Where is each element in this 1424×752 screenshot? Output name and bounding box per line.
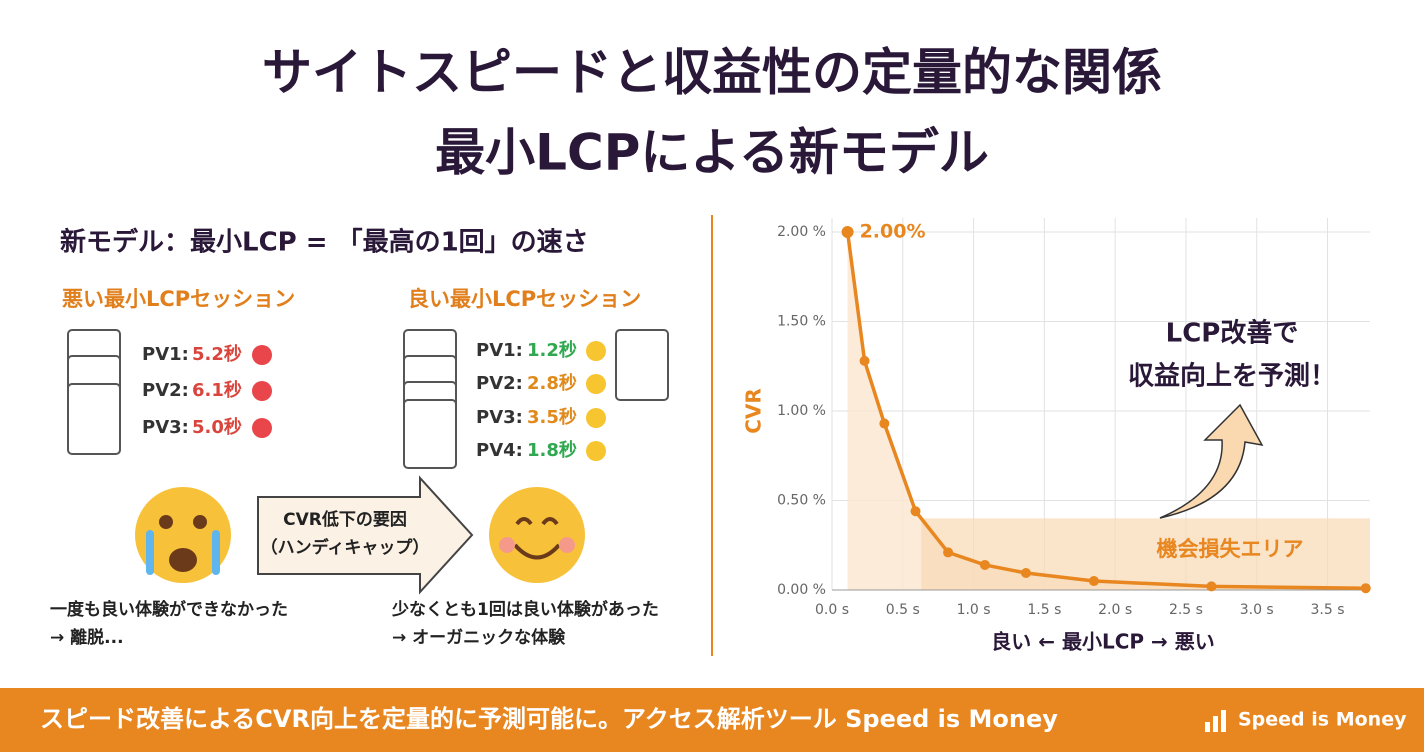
x-tick-label: 1.0 s (957, 602, 991, 618)
y-tick-label: 2.00 % (777, 224, 826, 240)
pv-label: PV2: (476, 373, 523, 394)
pv-time: 1.2秒 (527, 339, 577, 361)
bad-title: 悪い最小LCPセッション (62, 287, 295, 311)
good-rows: PV1: 1.2秒 PV2: 2.8秒 PV3: 3.5秒 PV4: 1.8秒 (476, 339, 606, 461)
point (910, 506, 921, 517)
y-tick-label: 0.00 % (777, 582, 826, 598)
point (979, 559, 990, 570)
caption: → オーガニックな体験 (392, 627, 566, 648)
footer-text: スピード改善によるCVR向上を定量的に予測可能に。アクセス解析ツール Speed… (40, 705, 1058, 733)
y-tick-label: 0.50 % (777, 493, 826, 509)
arrow-text: CVR低下の要因 (283, 509, 407, 530)
title: サイトスピードと収益性の定量的な関係 (262, 44, 1162, 102)
pv-time: 3.5秒 (527, 406, 577, 428)
point (943, 547, 954, 558)
point (1088, 576, 1099, 587)
pv-label: PV3: (142, 417, 189, 438)
arrow-box (257, 475, 474, 595)
pv-time: 2.8秒 (527, 372, 577, 394)
curve-area (847, 232, 1366, 590)
chart: 0.00 % 0.50 % 1.00 % 1.50 % 2.00 % 0.0 s 0.5 s… (742, 218, 1371, 654)
line (845, 231, 1366, 590)
caption: 少なくとも1回は良い体験があった (391, 599, 659, 620)
caption: → 離脱... (50, 627, 124, 648)
face-icons (135, 487, 585, 583)
subtitle: 最小LCPによる新モデル (435, 124, 989, 182)
point (841, 226, 854, 238)
x-tick-label: 3.0 s (1240, 602, 1274, 618)
point (1020, 567, 1031, 578)
y-tick-label: 1.00 % (777, 403, 826, 419)
pv-label: PV4: (476, 440, 523, 461)
pv-label: PV3: (476, 407, 523, 428)
x-axis-label: 良い ← 最小LCP → 悪い (991, 630, 1214, 654)
y-tick-label: 1.50 % (777, 314, 826, 330)
value-label: 2.00% (860, 221, 926, 243)
pv-label: PV1: (476, 340, 523, 361)
x-tick-label: 3.5 s (1311, 602, 1345, 618)
pv-label: PV2: (142, 380, 189, 401)
point (879, 418, 890, 429)
good-title: 良い最小LCPセッション (408, 287, 641, 311)
pv-time: 5.0秒 (192, 416, 242, 438)
point (1206, 581, 1217, 592)
caption: 一度も良い体験ができなかった (50, 599, 288, 620)
pv-time: 5.2秒 (192, 343, 242, 365)
arrow-text: （ハンディキャップ） (261, 537, 430, 558)
up-arrow (1159, 403, 1264, 519)
x-tick-label: 0.0 s (815, 602, 849, 618)
x-tick-label: 2.5 s (1169, 602, 1203, 618)
pv-label: PV1: (142, 344, 189, 365)
annotation: 収益向上を予測！ (1128, 361, 1336, 392)
footer-logo: Speed is Money (1238, 709, 1407, 731)
annotation: LCP改善で (1166, 318, 1299, 349)
pv-time: 1.8秒 (527, 439, 577, 461)
x-tick-label: 2.0 s (1098, 602, 1132, 618)
point (1360, 583, 1371, 594)
logo-icon (1205, 710, 1226, 732)
left-heading: 新モデル：最小LCP = 「最高の1回」の速さ (60, 227, 589, 258)
page-icons (67, 329, 669, 469)
x-tick-label: 1.5 s (1027, 602, 1061, 618)
loss-label: 機会損失エリア (1157, 537, 1304, 561)
x-tick-label: 0.5 s (886, 602, 920, 618)
point (859, 355, 870, 366)
pv-time: 6.1秒 (192, 379, 242, 401)
bad-rows: PV1: 5.2秒 PV2: 6.1秒 PV3: 5.0秒 (142, 343, 272, 438)
y-axis-label: CVR (742, 388, 766, 434)
footer-bar (0, 688, 1424, 752)
loss-area (921, 518, 1370, 590)
